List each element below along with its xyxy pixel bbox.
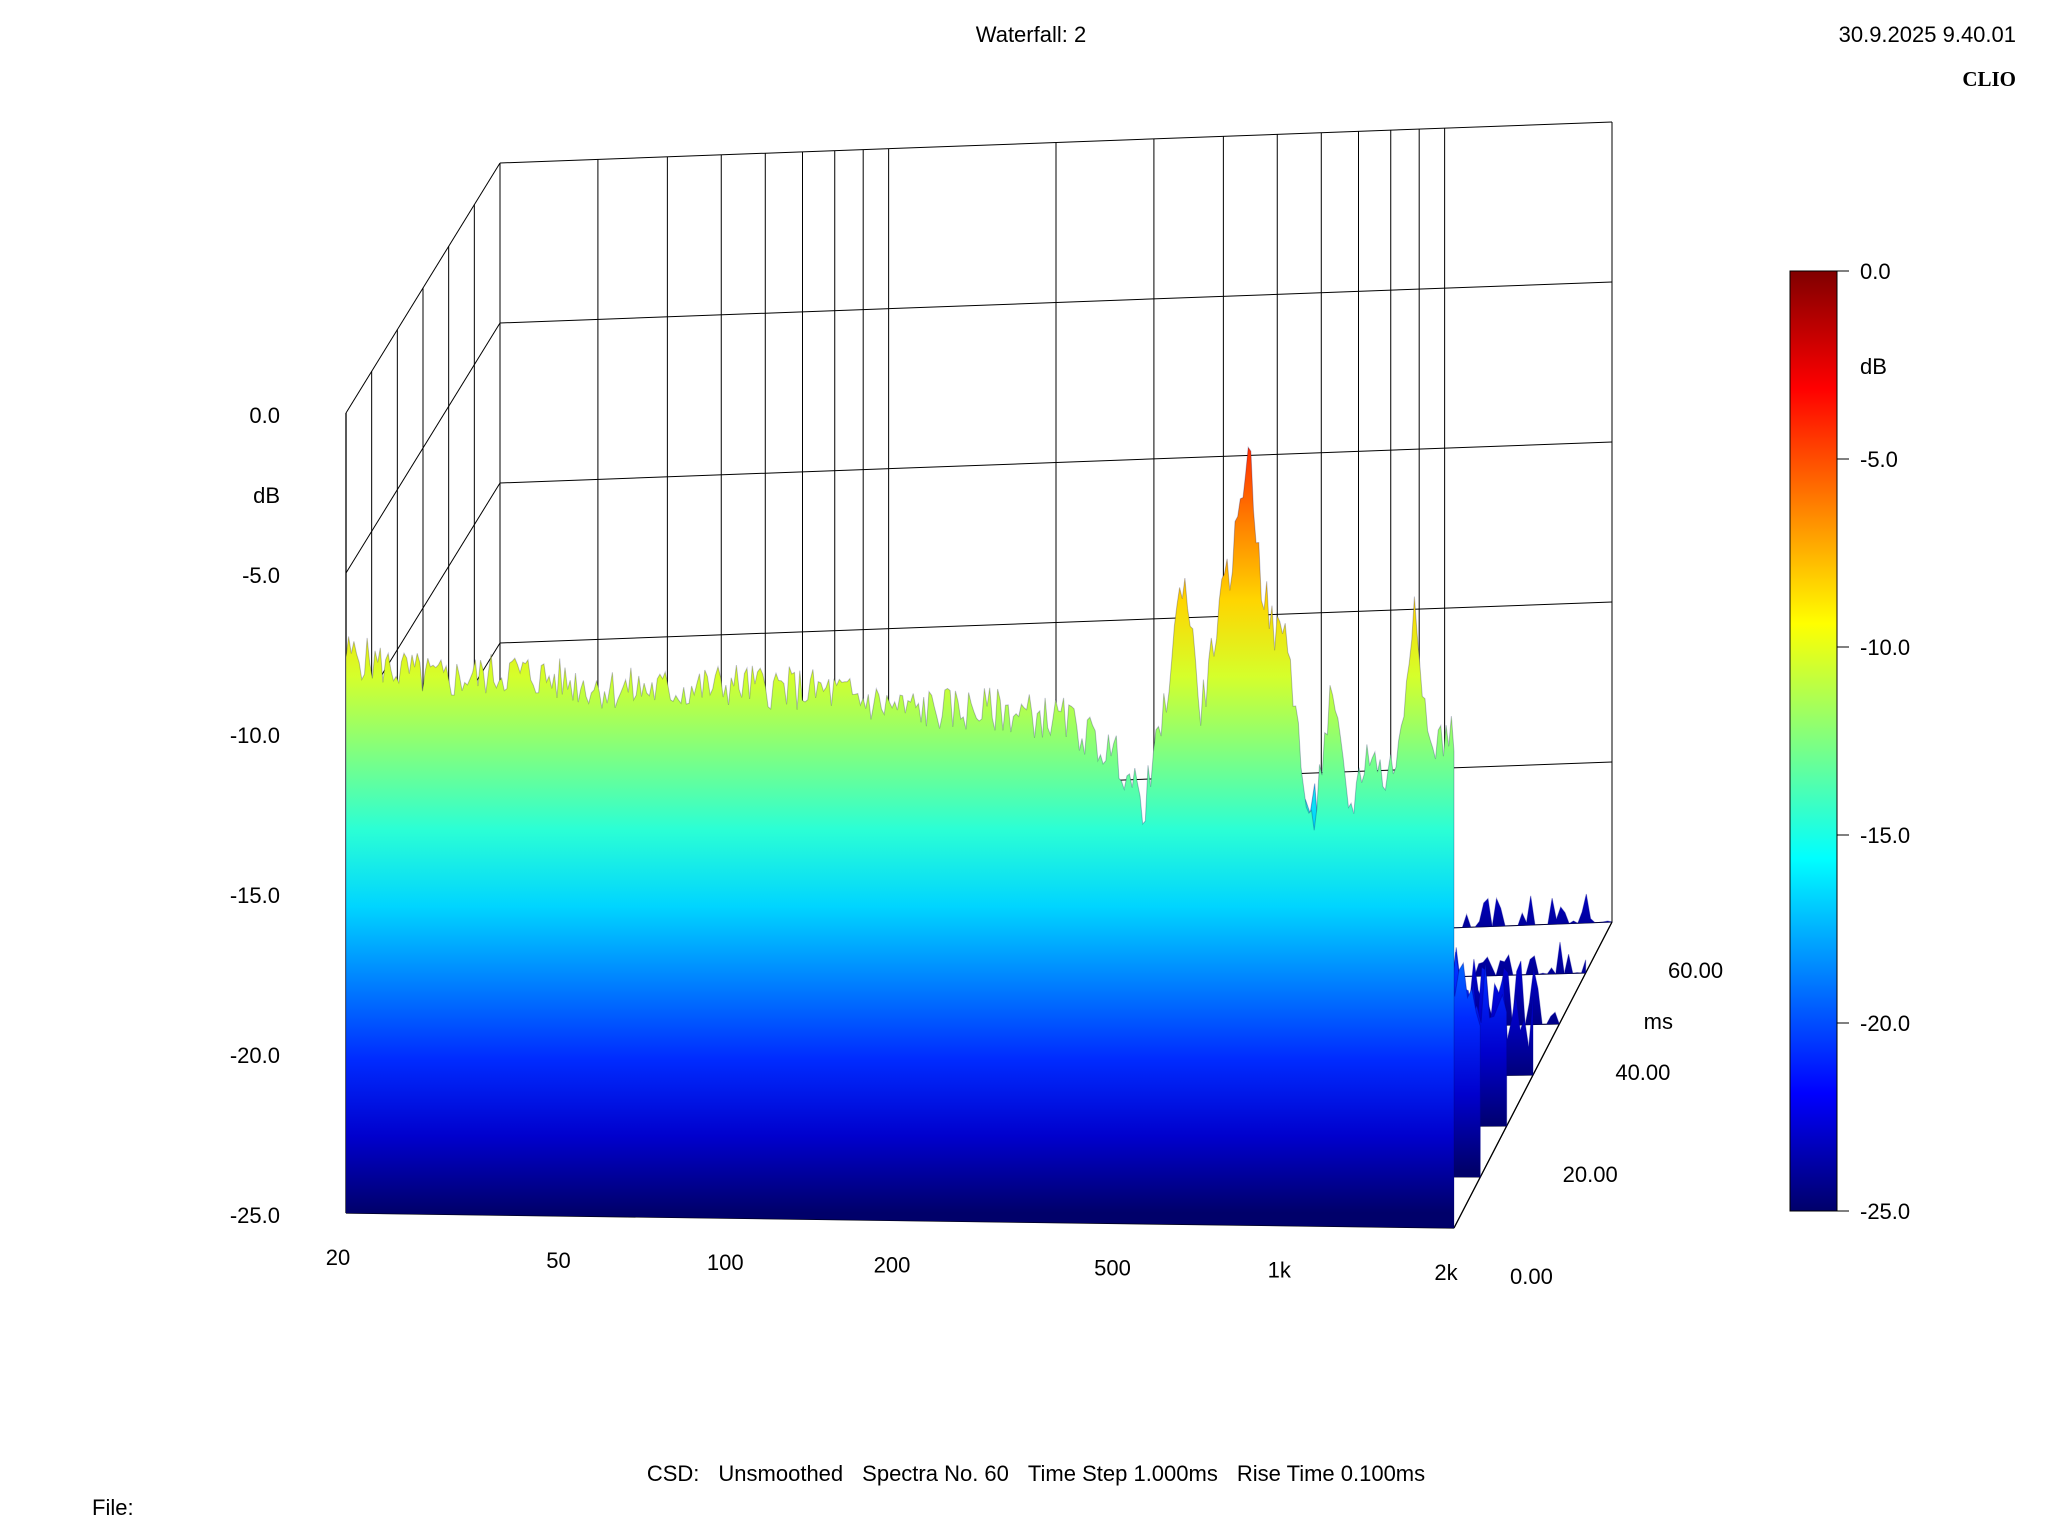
z-tick-label: -5.0 — [242, 563, 280, 588]
back-wall-z-gridline — [499, 601, 1613, 644]
colorbar-unit: dB — [1860, 354, 1887, 379]
x-tick-label: 50 — [546, 1248, 570, 1273]
info-spectra: Spectra No. 60 — [862, 1461, 1009, 1486]
z-tick-label: -25.0 — [230, 1203, 280, 1228]
t-tick-label: 40.00 — [1615, 1060, 1670, 1085]
front-spectrum — [345, 445, 1455, 1229]
t-tick-label: 0.00 — [1510, 1264, 1553, 1289]
z-tick-label: -10.0 — [230, 723, 280, 748]
x-tick-label: 1k — [1268, 1258, 1292, 1283]
t-axis-label: ms — [1644, 1009, 1673, 1034]
x-tick-label: 200 — [874, 1253, 911, 1278]
x-tick-label: 100 — [707, 1250, 744, 1275]
waterfall-surface — [345, 445, 1613, 1229]
info-line: CSD: Unsmoothed Spectra No. 60 Time Step 1.… — [647, 1461, 1425, 1486]
z-tick-label: -20.0 — [230, 1043, 280, 1068]
info-time-step: Time Step 1.000ms — [1028, 1461, 1218, 1486]
back-wall-z-gridline — [499, 121, 1613, 164]
z-axis-label: dB — [253, 483, 280, 508]
axis-labels: 20 50 100 200 500 1k 2k 0.0 -5.0 -10.0 -15.0 -20.0 -… — [230, 403, 1723, 1289]
info-csd: CSD: — [647, 1461, 700, 1486]
back-wall-z-gridline — [499, 441, 1613, 484]
x-tick-label: 500 — [1094, 1255, 1131, 1280]
colorbar-tick-label: -25.0 — [1860, 1199, 1910, 1224]
colorbar-ticks: 0.0 -5.0 -10.0 -15.0 -20.0 -25.0 — [1837, 259, 1910, 1224]
t-tick-label: 60.00 — [1668, 958, 1723, 983]
t-tick-label: 20.00 — [1563, 1162, 1618, 1187]
info-rise-time: Rise Time 0.100ms — [1237, 1461, 1425, 1486]
info-smoothing: Unsmoothed — [718, 1461, 843, 1486]
z-tick-label: -15.0 — [230, 883, 280, 908]
x-tick-label: 2k — [1434, 1260, 1458, 1285]
colorbar-tick-label: -5.0 — [1860, 447, 1898, 472]
colorbar-tick-label: 0.0 — [1860, 259, 1891, 284]
back-wall-z-gridline — [499, 281, 1613, 324]
colorbar: 0.0 -5.0 -10.0 -15.0 -20.0 -25.0 dB — [1789, 259, 1910, 1224]
timestamp: 30.9.2025 9.40.01 — [1839, 22, 2016, 47]
file-label: File: — [92, 1495, 134, 1520]
z-tick-label: 0.0 — [249, 403, 280, 428]
colorbar-tick-label: -15.0 — [1860, 823, 1910, 848]
colorbar-tick-label: -20.0 — [1860, 1011, 1910, 1036]
colorbar-tick-label: -10.0 — [1860, 635, 1910, 660]
x-tick-label: 20 — [326, 1245, 350, 1270]
brand-logo: CLIO — [1962, 67, 2016, 91]
chart-title: Waterfall: 2 — [976, 22, 1086, 47]
colorbar-rect — [1789, 270, 1838, 1212]
